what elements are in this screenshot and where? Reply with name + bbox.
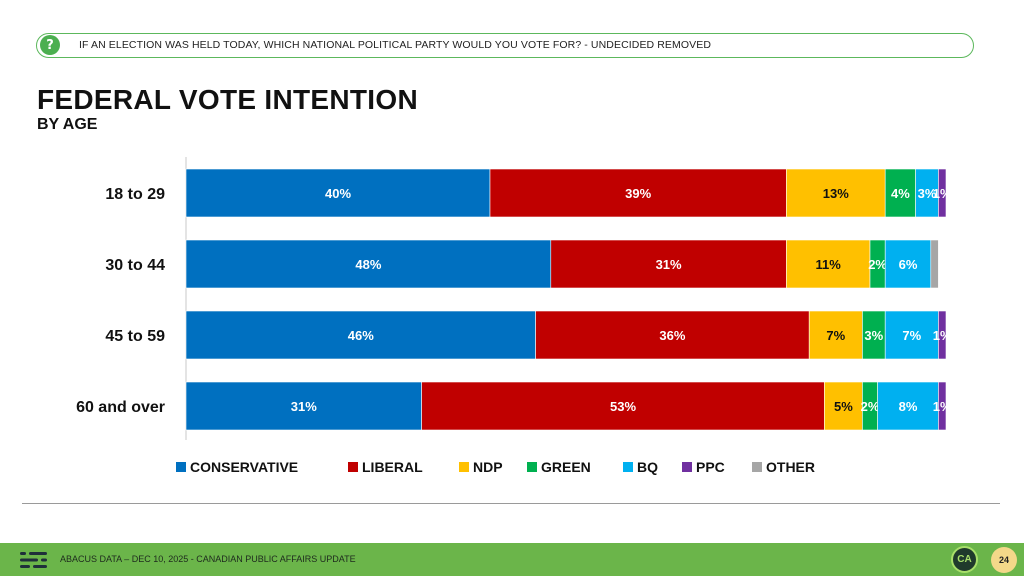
legend-label: OTHER bbox=[766, 459, 815, 475]
data-label: 3% bbox=[918, 186, 937, 201]
bar-segment bbox=[185, 310, 536, 360]
bar-segment bbox=[550, 239, 787, 289]
bar-segment bbox=[808, 310, 863, 360]
question-mark-icon: ? bbox=[40, 35, 60, 55]
legend-swatch bbox=[527, 462, 537, 472]
stacked-bar-chart: 18 to 29 40% 39% 13% 4% 3%1%30 to 44 48% 31% 11%… bbox=[76, 157, 952, 475]
legend-swatch bbox=[348, 462, 358, 472]
data-label: 36% bbox=[659, 328, 685, 343]
data-label: 13% bbox=[823, 186, 849, 201]
bar-segment bbox=[489, 168, 787, 218]
category-label: 30 to 44 bbox=[105, 257, 165, 274]
data-label: 31% bbox=[291, 399, 317, 414]
bar-segment bbox=[938, 381, 947, 431]
bar-segment bbox=[884, 310, 939, 360]
category-label: 18 to 29 bbox=[105, 186, 165, 203]
page-subtitle: BY AGE bbox=[37, 116, 98, 133]
legend-label: PPC bbox=[696, 459, 725, 475]
footer-text: ABACUS DATA – DEC 10, 2025 - CANADIAN PU… bbox=[60, 554, 356, 564]
data-label: 46% bbox=[348, 328, 374, 343]
bar-segment bbox=[884, 168, 916, 218]
bar-segment bbox=[930, 239, 939, 289]
page-number: 24 bbox=[991, 547, 1017, 573]
data-label: 7% bbox=[902, 328, 921, 343]
legend-swatch bbox=[682, 462, 692, 472]
data-label: 1% bbox=[933, 399, 952, 414]
legend-label: CONSERVATIVE bbox=[190, 459, 298, 475]
data-label: 3% bbox=[864, 328, 883, 343]
legend-swatch bbox=[623, 462, 633, 472]
legend-label: NDP bbox=[473, 459, 503, 475]
data-label: 4% bbox=[891, 186, 910, 201]
ca-logo: CA bbox=[951, 546, 978, 573]
data-label: 1% bbox=[933, 186, 952, 201]
data-label: 39% bbox=[625, 186, 651, 201]
page-title: FEDERAL VOTE INTENTION bbox=[37, 84, 418, 115]
data-label: 53% bbox=[610, 399, 636, 414]
divider bbox=[22, 503, 1000, 504]
bar-segment bbox=[185, 239, 552, 289]
data-label: 48% bbox=[355, 257, 381, 272]
data-label: 5% bbox=[834, 399, 853, 414]
data-label: 1% bbox=[933, 328, 952, 343]
data-label: 2% bbox=[861, 399, 880, 414]
data-label: 11% bbox=[816, 257, 842, 272]
footer: ABACUS DATA – DEC 10, 2025 - CANADIAN PU… bbox=[0, 543, 1024, 576]
legend-label: BQ bbox=[637, 459, 658, 475]
legend-label: GREEN bbox=[541, 459, 591, 475]
bar-segment bbox=[938, 310, 947, 360]
bar-segment bbox=[938, 168, 947, 218]
category-label: 60 and over bbox=[76, 399, 165, 416]
bar-segment bbox=[185, 381, 422, 431]
bar-segment bbox=[185, 168, 491, 218]
question-text: IF AN ELECTION WAS HELD TODAY, WHICH NAT… bbox=[79, 39, 712, 51]
category-label: 45 to 59 bbox=[105, 328, 165, 345]
legend-swatch bbox=[459, 462, 469, 472]
data-label: 7% bbox=[826, 328, 845, 343]
data-label: 40% bbox=[325, 186, 351, 201]
legend-swatch bbox=[752, 462, 762, 472]
question-banner: ? IF AN ELECTION WAS HELD TODAY, WHICH N… bbox=[36, 33, 974, 58]
data-label: 2% bbox=[868, 257, 887, 272]
data-label: 31% bbox=[656, 257, 682, 272]
legend-swatch bbox=[176, 462, 186, 472]
data-label: 8% bbox=[899, 399, 918, 414]
bar-segment bbox=[884, 239, 932, 289]
bar-segment bbox=[535, 310, 810, 360]
bar-segment bbox=[786, 168, 886, 218]
legend-label: LIBERAL bbox=[362, 459, 423, 475]
abacus-logo-icon bbox=[20, 552, 47, 568]
bar-segment bbox=[786, 239, 871, 289]
data-label: 6% bbox=[899, 257, 918, 272]
bar-segment bbox=[877, 381, 939, 431]
